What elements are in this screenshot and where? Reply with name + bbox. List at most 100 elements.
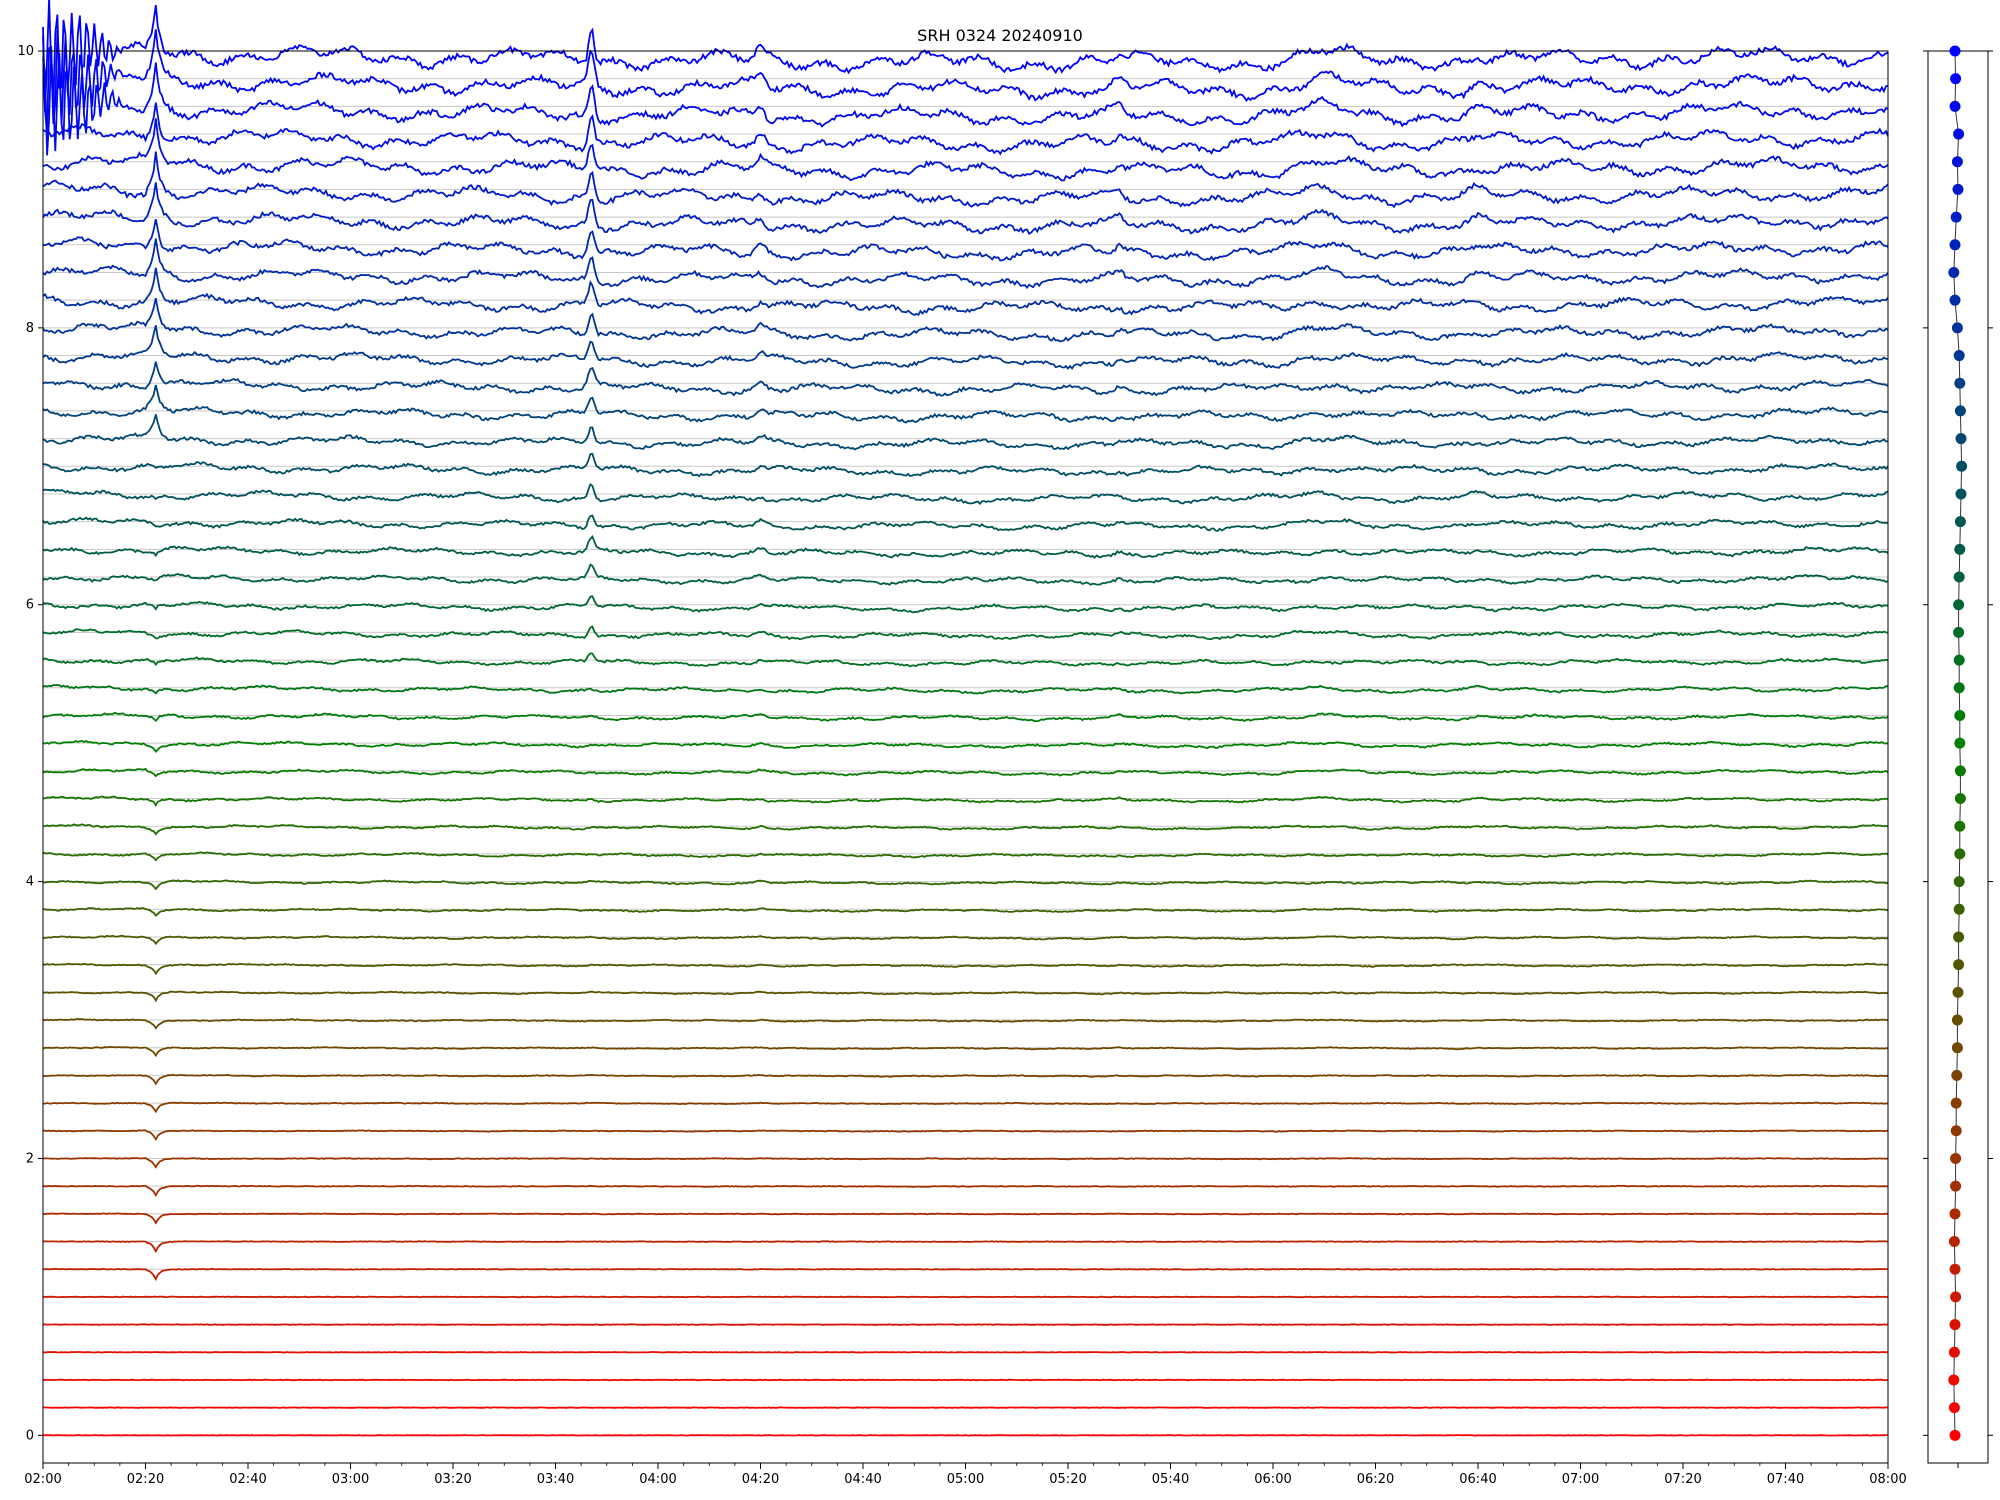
x-tick-label: 05:20 [1049,1472,1086,1487]
trace-line [42,767,1889,778]
side-marker [1949,1429,1961,1441]
trace-line [42,482,1889,506]
x-tick-label: 08:00 [1869,1472,1906,1487]
trace-line [42,1240,1889,1254]
trace-line [42,1045,1889,1058]
x-tick-label: 06:20 [1357,1472,1394,1487]
trace-line [42,1323,1889,1326]
trace-line [43,795,1889,808]
side-marker [1954,709,1966,721]
side-marker [1955,488,1967,500]
side-marker [1953,931,1965,943]
trace-line [42,1018,1889,1030]
side-marker [1948,1374,1960,1386]
trace-line [42,1212,1889,1225]
x-tick-label: 07:20 [1664,1472,1701,1487]
trace-line [42,238,1889,290]
side-marker [1949,100,1961,112]
trace-line [42,118,1889,182]
y-tick-label: 8 [26,321,34,336]
side-marker [1950,1152,1962,1164]
trace-line [42,26,1889,133]
side-marker [1954,377,1966,389]
side-marker [1953,682,1965,694]
y-tick-label: 0 [26,1428,34,1443]
side-marker [1953,128,1965,140]
x-tick-label: 07:00 [1562,1472,1599,1487]
side-marker [1953,571,1965,583]
x-tick-label: 04:20 [742,1472,779,1487]
trace-line [42,1434,1888,1437]
trace-line [42,563,1889,586]
side-marker [1956,460,1968,472]
trace-line [42,851,1889,862]
side-marker [1951,1014,1963,1026]
x-tick-label: 05:40 [1152,1472,1189,1487]
side-marker [1951,322,1963,334]
trace-line [42,907,1889,917]
trace-line [42,1184,1889,1198]
y-tick-label: 4 [26,875,34,890]
side-marker [1954,737,1966,749]
trace-series [42,0,1889,1437]
side-marker [1953,903,1965,915]
side-marker [1951,1069,1963,1081]
x-tick-label: 02:00 [24,1472,61,1487]
side-marker [1950,1125,1962,1137]
side-marker [1953,876,1965,888]
x-tick-label: 04:40 [844,1472,881,1487]
trace-line [42,1351,1889,1354]
trace-line [42,1267,1889,1282]
side-marker [1954,765,1966,777]
trace-line [42,711,1889,723]
trace-line [42,962,1889,976]
trace-line [42,625,1889,641]
trace-line [42,1157,1889,1169]
side-marker [1954,516,1966,528]
x-tick-label: 02:40 [229,1472,266,1487]
trace-line [42,102,1889,156]
side-marker [1948,1346,1960,1358]
side-marker [1949,45,1961,57]
y-tick-label: 2 [26,1151,34,1166]
trace-line [42,297,1889,343]
side-marker [1953,350,1965,362]
chart-title: SRH 0324 20240910 [917,26,1083,45]
trace-line [42,219,1889,262]
trace-line [42,1295,1888,1299]
x-tick-label: 06:40 [1459,1472,1496,1487]
trace-line [42,325,1889,370]
x-tick-label: 03:00 [332,1472,369,1487]
side-marker [1953,959,1965,971]
trace-line [43,1101,1888,1114]
side-marker [1948,266,1960,278]
side-panel [1923,45,1993,1468]
trace-line [42,652,1889,668]
side-marker [1950,73,1962,85]
trace-line [42,1129,1889,1142]
side-marker [1955,433,1967,445]
side-marker [1948,1236,1960,1248]
side-marker [1948,1402,1960,1414]
side-marker [1950,211,1962,223]
trace-line [42,361,1889,397]
plot-frame [42,50,1889,1464]
trace-line [42,1073,1889,1086]
side-marker [1952,986,1964,998]
side-marker [1954,793,1966,805]
side-marker [1949,1263,1961,1275]
x-tick-label: 05:00 [947,1472,984,1487]
trace-line [42,1406,1888,1409]
side-marker [1950,1180,1962,1192]
x-tick-label: 03:20 [434,1472,471,1487]
side-marker [1954,820,1966,832]
trace-line [42,684,1889,695]
trace-line [42,51,1889,156]
side-marker [1952,183,1964,195]
side-marker [1951,156,1963,168]
trace-line [42,182,1889,235]
trace-line [42,990,1889,1003]
trace-line [42,267,1889,317]
